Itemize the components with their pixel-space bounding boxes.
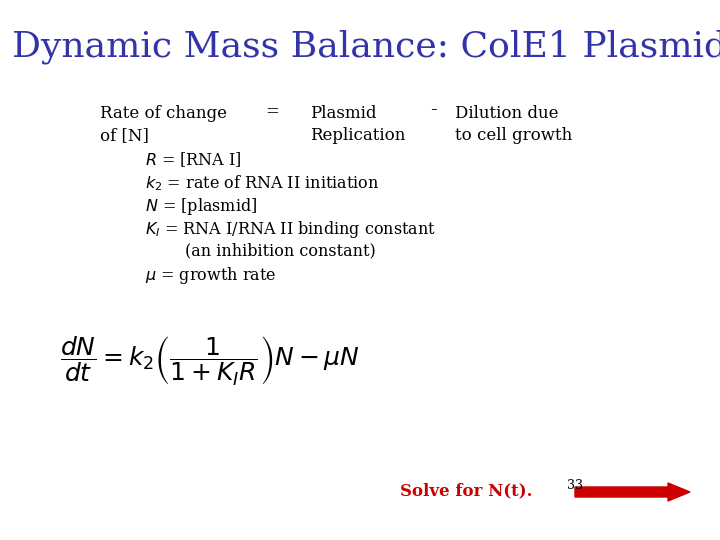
Text: $K_I$ = RNA I/RNA II binding constant: $K_I$ = RNA I/RNA II binding constant xyxy=(145,219,436,240)
Text: Rate of change: Rate of change xyxy=(100,105,227,122)
Text: 33: 33 xyxy=(567,479,583,492)
Text: Dynamic Mass Balance: ColE1 Plasmid: Dynamic Mass Balance: ColE1 Plasmid xyxy=(12,30,720,64)
Text: to cell growth: to cell growth xyxy=(455,127,572,144)
FancyArrow shape xyxy=(575,483,690,501)
Text: $\dfrac{dN}{dt} = k_2\left(\dfrac{1}{1 + K_I R}\right)N - \mu N$: $\dfrac{dN}{dt} = k_2\left(\dfrac{1}{1 +… xyxy=(60,335,360,388)
Text: $\mu$ = growth rate: $\mu$ = growth rate xyxy=(145,265,276,286)
Text: $k_2$ = rate of RNA II initiation: $k_2$ = rate of RNA II initiation xyxy=(145,173,379,193)
Text: (an inhibition constant): (an inhibition constant) xyxy=(185,242,376,259)
Text: of [N]: of [N] xyxy=(100,127,149,144)
Text: =: = xyxy=(265,103,279,120)
Text: $R$ = [RNA I]: $R$ = [RNA I] xyxy=(145,150,242,169)
Text: Solve for N(t).: Solve for N(t). xyxy=(400,482,533,499)
Text: -: - xyxy=(430,101,436,119)
Text: $N$ = [plasmid]: $N$ = [plasmid] xyxy=(145,196,257,217)
Text: Replication: Replication xyxy=(310,127,405,144)
Text: Plasmid: Plasmid xyxy=(310,105,377,122)
Text: Dilution due: Dilution due xyxy=(455,105,559,122)
